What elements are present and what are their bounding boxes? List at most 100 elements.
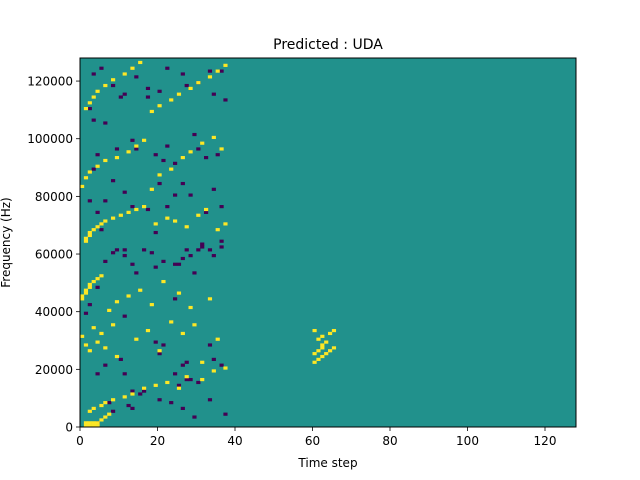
cell-negative bbox=[188, 254, 193, 258]
cell-positive bbox=[142, 138, 147, 142]
cell-positive bbox=[223, 222, 228, 226]
chart-title: Predicted : UDA bbox=[273, 37, 383, 53]
cell-positive bbox=[99, 222, 104, 226]
cell-positive bbox=[87, 409, 92, 413]
cell-negative bbox=[219, 205, 224, 209]
cell-negative bbox=[153, 340, 158, 344]
cell-negative bbox=[122, 190, 127, 194]
cell-negative bbox=[118, 357, 123, 361]
cell-positive bbox=[126, 294, 131, 298]
cell-positive bbox=[87, 170, 92, 174]
y-tick-label: 0 bbox=[65, 421, 73, 435]
x-tick-label: 20 bbox=[150, 434, 165, 448]
cell-positive bbox=[87, 282, 92, 287]
cell-negative bbox=[223, 412, 228, 416]
cell-negative bbox=[184, 360, 189, 364]
cell-negative bbox=[200, 245, 205, 249]
cell-negative bbox=[130, 138, 135, 142]
cell-negative bbox=[173, 297, 178, 301]
cell-positive bbox=[169, 320, 174, 324]
cell-negative bbox=[165, 144, 170, 148]
cell-negative bbox=[142, 248, 147, 252]
x-tick-label: 0 bbox=[76, 434, 84, 448]
x-tick-label: 60 bbox=[305, 434, 320, 448]
cell-positive bbox=[87, 233, 92, 238]
cell-negative bbox=[180, 72, 185, 76]
cell-negative bbox=[126, 403, 131, 408]
cell-positive bbox=[126, 210, 131, 214]
cell-positive bbox=[83, 176, 89, 180]
cell-positive bbox=[176, 291, 182, 295]
cell-positive bbox=[142, 386, 147, 390]
cell-positive bbox=[149, 187, 154, 191]
cell-positive bbox=[134, 337, 139, 341]
cell-negative bbox=[95, 210, 100, 214]
cell-positive bbox=[130, 66, 135, 70]
y-tick-label: 120000 bbox=[27, 75, 73, 89]
cell-negative bbox=[173, 193, 178, 197]
cell-positive bbox=[99, 331, 104, 336]
plot-frame bbox=[79, 57, 577, 428]
cell-positive bbox=[153, 222, 158, 226]
cell-positive bbox=[324, 352, 329, 356]
cell-positive bbox=[142, 205, 147, 209]
cell-negative bbox=[211, 357, 216, 361]
cell-positive bbox=[138, 60, 143, 65]
cell-negative bbox=[176, 383, 182, 387]
cell-positive bbox=[320, 354, 325, 359]
cell-negative bbox=[219, 69, 224, 73]
cell-positive bbox=[91, 95, 96, 99]
y-axis: 0 20000 40000 60000 80000 100000 120000 bbox=[27, 75, 80, 435]
cell-negative bbox=[138, 392, 143, 396]
cell-positive bbox=[103, 401, 108, 405]
cell-positive bbox=[83, 421, 89, 425]
cell-positive bbox=[80, 184, 85, 189]
cell-positive bbox=[184, 225, 189, 229]
cell-negative bbox=[145, 95, 151, 99]
cell-positive bbox=[157, 104, 162, 108]
cell-negative bbox=[95, 153, 100, 157]
cell-positive bbox=[312, 360, 317, 364]
cell-positive bbox=[200, 360, 205, 364]
cell-positive bbox=[188, 150, 193, 154]
cell-negative bbox=[188, 377, 193, 382]
cell-positive bbox=[83, 236, 89, 240]
x-axis: 0 20 40 60 80 100 120 bbox=[76, 427, 556, 448]
cell-negative bbox=[122, 254, 127, 258]
x-axis-label: Time step bbox=[297, 456, 357, 470]
cell-negative bbox=[204, 156, 209, 160]
cell-negative bbox=[223, 98, 228, 102]
cell-negative bbox=[215, 153, 220, 157]
cell-positive bbox=[153, 383, 158, 387]
cell-positive bbox=[211, 369, 216, 373]
cell-negative bbox=[95, 372, 100, 376]
cell-positive bbox=[188, 86, 193, 91]
cell-positive bbox=[87, 101, 92, 105]
cell-negative bbox=[157, 352, 162, 356]
cell-negative bbox=[207, 69, 213, 73]
cell-positive bbox=[180, 331, 185, 336]
cell-negative bbox=[91, 167, 96, 171]
cell-positive bbox=[157, 173, 162, 177]
cell-negative bbox=[95, 285, 100, 289]
cell-negative bbox=[153, 153, 158, 157]
cell-positive bbox=[83, 239, 89, 243]
cell-positive bbox=[95, 164, 100, 168]
cell-positive bbox=[114, 354, 120, 359]
cell-negative bbox=[173, 161, 178, 165]
cell-negative bbox=[173, 262, 178, 266]
cell-positive bbox=[188, 305, 193, 310]
x-tick-label: 80 bbox=[382, 434, 397, 448]
cell-negative bbox=[130, 205, 135, 209]
cell-positive bbox=[126, 150, 131, 154]
cell-positive bbox=[111, 398, 116, 402]
cell-positive bbox=[111, 323, 116, 327]
cell-negative bbox=[153, 230, 158, 235]
cell-negative bbox=[111, 251, 116, 255]
cell-negative bbox=[145, 207, 151, 212]
cell-positive bbox=[103, 158, 108, 163]
cell-negative bbox=[207, 248, 213, 252]
heatmap-cells bbox=[80, 60, 337, 428]
cell-negative bbox=[211, 187, 216, 191]
cell-positive bbox=[320, 343, 325, 347]
